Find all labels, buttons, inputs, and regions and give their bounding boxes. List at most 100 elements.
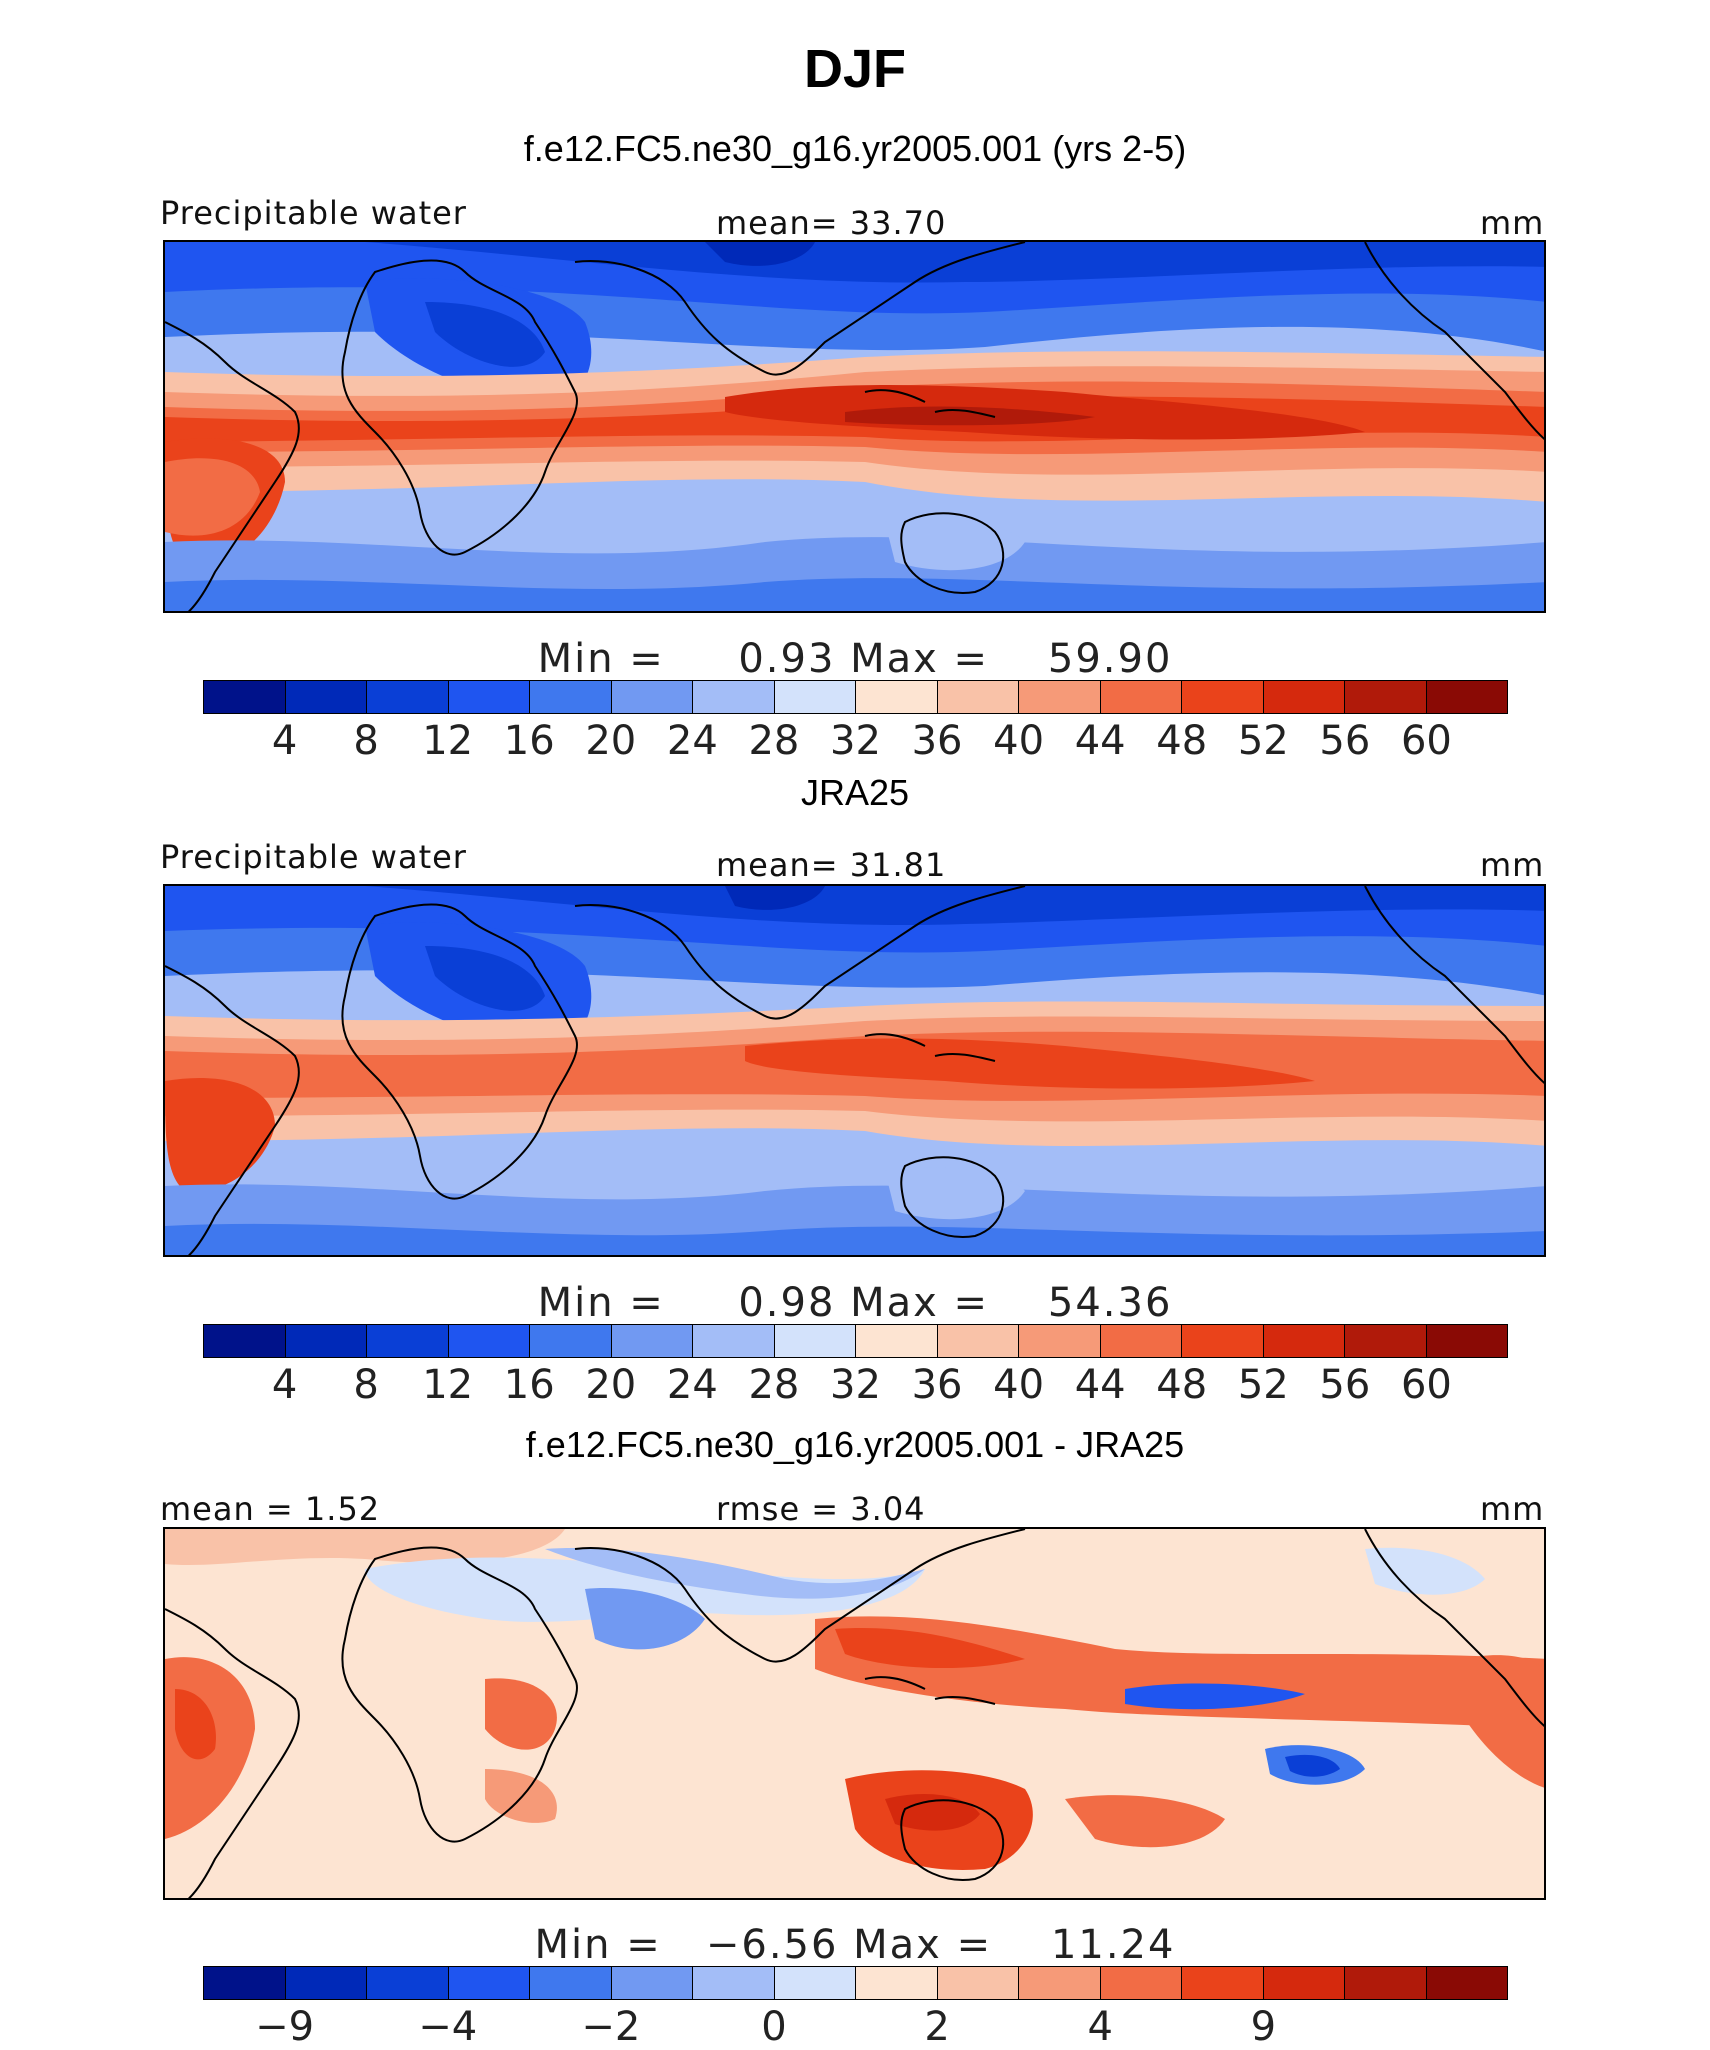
- panel-3-mean-label: mean = 1.52: [160, 1490, 381, 1528]
- colorbar-tick-label: 48: [1156, 1362, 1208, 1408]
- colorbar-swatch: [367, 1967, 449, 1999]
- panel-3-map: [163, 1527, 1546, 1900]
- colorbar-swatch: [1182, 681, 1264, 713]
- colorbar-swatch: [1182, 1967, 1264, 1999]
- colorbar-swatch: [1263, 1325, 1345, 1357]
- colorbar-tick-label: 48: [1156, 718, 1208, 764]
- colorbar-tick-label: 60: [1400, 718, 1452, 764]
- colorbar-tick-label: 20: [585, 1362, 637, 1408]
- panel-3-units-label: mm: [1480, 1490, 1545, 1528]
- colorbar-tick-label: −4: [418, 2004, 478, 2050]
- colorbar-tick-label: 52: [1237, 718, 1289, 764]
- panel-1-map: [163, 240, 1546, 613]
- panel-1-title: f.e12.FC5.ne30_g16.yr2005.001 (yrs 2-5): [523, 128, 1187, 169]
- panel-2-title: JRA25: [800, 772, 910, 813]
- panel-2-units-label: mm: [1480, 846, 1545, 884]
- colorbar-swatch: [611, 1325, 693, 1357]
- colorbar-swatch: [693, 681, 775, 713]
- colorbar-tick-label: 56: [1319, 1362, 1371, 1408]
- colorbar-swatch: [1263, 1967, 1345, 1999]
- colorbar-tick-label: 16: [503, 718, 555, 764]
- colorbar-swatch: [611, 1967, 693, 1999]
- colorbar-swatch: [1019, 1325, 1101, 1357]
- panel-1-minmax: Min = 0.93 Max = 59.90: [537, 636, 1173, 682]
- panel-1-colorbar: [203, 680, 1508, 714]
- colorbar-swatch: [1426, 1325, 1507, 1357]
- panel-3-map-canvas: [165, 1529, 1544, 1898]
- colorbar-tick-label: 16: [503, 1362, 555, 1408]
- colorbar-swatch: [1345, 681, 1427, 713]
- colorbar-tick-label: 9: [1250, 2004, 1277, 2050]
- colorbar-swatch: [448, 1325, 530, 1357]
- colorbar-swatch: [204, 681, 286, 713]
- panel-1-variable-label: Precipitable water: [160, 194, 467, 232]
- colorbar-swatch: [611, 681, 693, 713]
- colorbar-swatch: [1100, 681, 1182, 713]
- colorbar-swatch: [1182, 1325, 1264, 1357]
- colorbar-tick-label: 20: [585, 718, 637, 764]
- colorbar-tick-label: 36: [911, 1362, 963, 1408]
- colorbar-swatch: [204, 1967, 286, 1999]
- colorbar-swatch: [937, 1325, 1019, 1357]
- panel-1-mean-label: mean= 33.70: [716, 204, 947, 242]
- colorbar-swatch: [448, 1967, 530, 1999]
- colorbar-tick-label: 12: [422, 1362, 474, 1408]
- colorbar-tick-label: 32: [830, 1362, 881, 1408]
- panel-2-colorbar: [203, 1324, 1508, 1358]
- colorbar-swatch: [1100, 1967, 1182, 1999]
- colorbar-tick-label: 28: [748, 1362, 800, 1408]
- colorbar-tick-label: 12: [422, 718, 474, 764]
- colorbar-swatch: [448, 681, 530, 713]
- panel-1-map-canvas: [165, 242, 1544, 611]
- colorbar-swatch: [285, 1967, 367, 1999]
- colorbar-tick-label: 24: [666, 718, 718, 764]
- colorbar-swatch: [367, 1325, 449, 1357]
- colorbar-tick-label: 36: [911, 718, 963, 764]
- colorbar-swatch: [1345, 1325, 1427, 1357]
- colorbar-tick-label: 44: [1074, 1362, 1126, 1408]
- colorbar-swatch: [774, 1325, 856, 1357]
- panel-2-map-canvas: [165, 886, 1544, 1255]
- colorbar-swatch: [204, 1325, 286, 1357]
- colorbar-tick-label: 52: [1237, 1362, 1289, 1408]
- colorbar-tick-label: 4: [271, 1362, 298, 1408]
- colorbar-tick-label: 40: [993, 718, 1045, 764]
- colorbar-swatch: [1426, 681, 1507, 713]
- colorbar-swatch: [693, 1967, 775, 1999]
- colorbar-swatch: [530, 1325, 612, 1357]
- colorbar-tick-label: −2: [581, 2004, 641, 2050]
- panel-2-variable-label: Precipitable water: [160, 838, 467, 876]
- colorbar-tick-label: −9: [255, 2004, 315, 2050]
- colorbar-swatch: [1100, 1325, 1182, 1357]
- colorbar-tick-label: 40: [993, 1362, 1045, 1408]
- panel-2-map: [163, 884, 1546, 1257]
- colorbar-tick-label: 32: [830, 718, 881, 764]
- colorbar-swatch: [530, 1967, 612, 1999]
- colorbar-swatch: [774, 1967, 856, 1999]
- panel-3-minmax: Min = −6.56 Max = 11.24: [534, 1922, 1176, 1968]
- colorbar-swatch: [367, 681, 449, 713]
- panel-3-title: f.e12.FC5.ne30_g16.yr2005.001 - JRA25: [525, 1424, 1185, 1465]
- colorbar-swatch: [856, 681, 938, 713]
- page-title: DJF: [803, 39, 906, 99]
- colorbar-tick-label: 44: [1074, 718, 1126, 764]
- colorbar-tick-label: 2: [924, 2004, 950, 2050]
- colorbar-tick-label: 4: [1087, 2004, 1113, 2050]
- panel-3-colorbar: [203, 1966, 1508, 2000]
- panel-2-mean-label: mean= 31.81: [716, 846, 947, 884]
- colorbar-swatch: [285, 1325, 367, 1357]
- panel-3-rmse-label: rmse = 3.04: [716, 1490, 926, 1528]
- colorbar-tick-label: 8: [353, 1362, 379, 1408]
- panel-2-minmax: Min = 0.98 Max = 54.36: [537, 1280, 1173, 1326]
- colorbar-tick-label: 28: [748, 718, 800, 764]
- colorbar-tick-label: 56: [1319, 718, 1371, 764]
- colorbar-swatch: [693, 1325, 775, 1357]
- colorbar-swatch: [1263, 681, 1345, 713]
- colorbar-tick-label: 24: [666, 1362, 718, 1408]
- colorbar-swatch: [937, 681, 1019, 713]
- panel-1-units-label: mm: [1480, 204, 1545, 242]
- colorbar-swatch: [285, 681, 367, 713]
- colorbar-swatch: [856, 1325, 938, 1357]
- colorbar-swatch: [1345, 1967, 1427, 1999]
- colorbar-swatch: [856, 1967, 938, 1999]
